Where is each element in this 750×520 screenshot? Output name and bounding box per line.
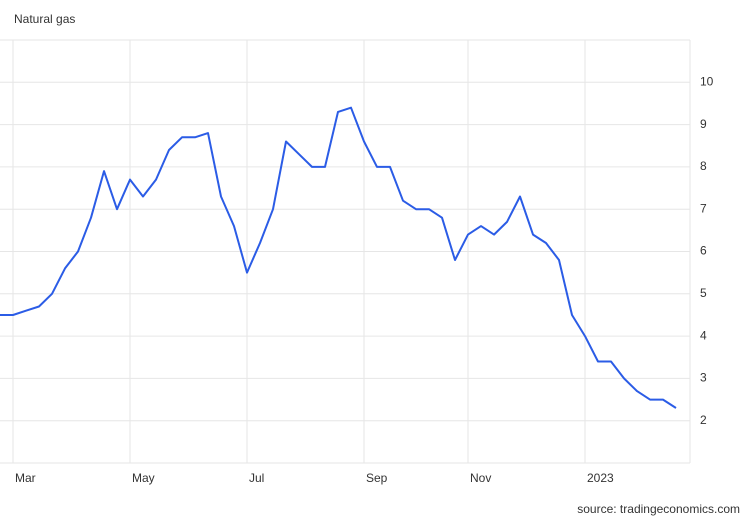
y-tick-label: 6 (700, 244, 707, 258)
line-series (0, 106, 677, 409)
y-tick-label: 9 (700, 117, 707, 131)
x-tick-label: 2023 (587, 471, 614, 485)
chart-title: Natural gas (14, 12, 75, 26)
y-tick-label: 8 (700, 159, 707, 173)
y-tick-label: 3 (700, 371, 707, 385)
y-tick-label: 2 (700, 413, 707, 427)
y-tick-label: 5 (700, 286, 707, 300)
source-note: source: tradingeconomics.com (577, 502, 740, 516)
x-tick-label: May (132, 471, 155, 485)
y-tick-label: 4 (700, 328, 707, 342)
x-tick-label: Mar (15, 471, 36, 485)
y-tick-label: 7 (700, 201, 707, 215)
x-tick-label: Sep (366, 471, 388, 485)
x-tick-label: Nov (470, 471, 491, 485)
x-tick-label: Jul (249, 471, 264, 485)
y-tick-label: 10 (700, 74, 714, 88)
